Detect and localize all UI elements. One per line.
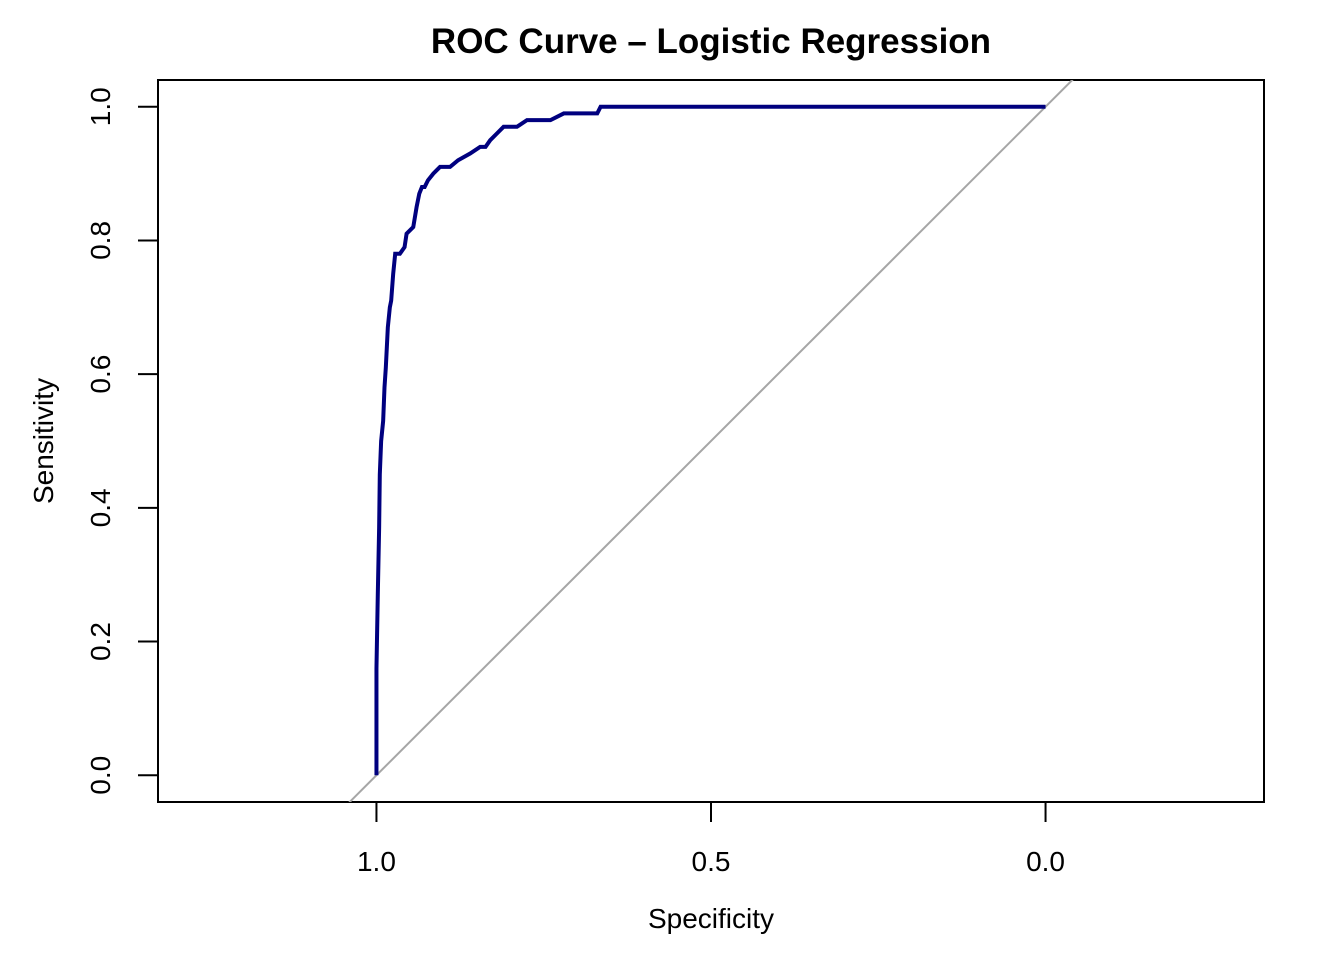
x-axis-label: Specificity: [648, 903, 774, 934]
reference-diagonal-line: [348, 80, 1074, 802]
x-tick-label: 0.0: [1026, 846, 1065, 877]
y-tick-label: 1.0: [85, 87, 116, 126]
y-axis-label: Sensitivity: [28, 378, 59, 504]
roc-curve-line: [374, 104, 1046, 776]
x-tick-label: 1.0: [357, 846, 396, 877]
y-tick-label: 0.8: [85, 221, 116, 260]
y-tick-label: 0.0: [85, 756, 116, 795]
y-tick-label: 0.4: [85, 488, 116, 527]
y-tick-label: 0.6: [85, 355, 116, 394]
chart-title: ROC Curve – Logistic Regression: [431, 22, 991, 61]
y-tick-label: 0.2: [85, 622, 116, 661]
x-tick-label: 0.5: [692, 846, 731, 877]
